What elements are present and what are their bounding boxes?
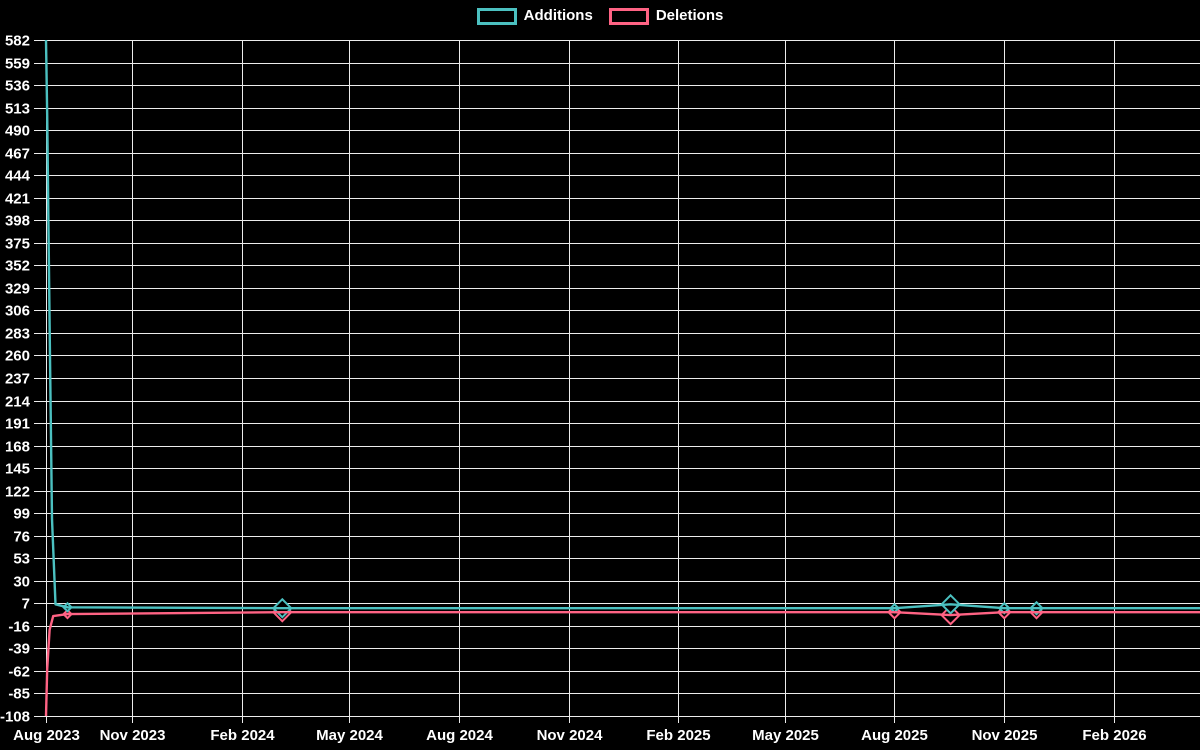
y-tick-label: 122	[5, 484, 30, 501]
x-tick-label: Nov 2025	[972, 727, 1038, 744]
y-tick-label: 398	[5, 213, 30, 230]
y-tick-label: 352	[5, 258, 30, 275]
gridlines	[34, 40, 1200, 723]
chart-legend: Additions Deletions	[0, 7, 1200, 25]
y-tick-label: 513	[5, 101, 30, 118]
y-tick-label: 306	[5, 303, 30, 320]
y-tick-label: 53	[13, 551, 30, 568]
y-tick-label: 536	[5, 78, 30, 95]
y-tick-label: 7	[22, 596, 30, 613]
axis-labels: 582 559 536 513 490 467 444 421 398 375 352 329 306 2…	[0, 33, 1147, 745]
y-tick-label: -108	[0, 709, 30, 726]
legend-item-additions[interactable]: Additions	[476, 7, 593, 25]
x-tick-label: Aug 2023	[13, 727, 80, 744]
y-tick-label: 145	[5, 461, 30, 478]
y-tick-label: 237	[5, 371, 30, 388]
y-tick-label: 30	[13, 574, 30, 591]
legend-swatch-deletions	[608, 7, 649, 25]
y-tick-label: 490	[5, 123, 30, 140]
y-tick-label: 444	[5, 168, 31, 185]
y-tick-label: 283	[5, 326, 30, 343]
x-tick-label: Aug 2024	[426, 727, 493, 744]
additions-line	[44, 39, 1200, 610]
y-tick-label: 375	[5, 236, 30, 253]
y-tick-label: -85	[8, 686, 30, 703]
y-tick-label: -62	[8, 664, 30, 681]
legend-item-deletions[interactable]: Deletions	[608, 7, 724, 25]
x-tick-label: Nov 2023	[100, 727, 166, 744]
point-markers	[62, 593, 1044, 626]
deletions-line	[44, 611, 1200, 717]
x-tick-label: Feb 2026	[1082, 727, 1146, 744]
x-tick-label: Feb 2025	[646, 727, 710, 744]
y-tick-label: 329	[5, 281, 30, 298]
y-tick-label: 559	[5, 56, 30, 73]
y-tick-label: 260	[5, 348, 30, 365]
y-tick-label: -39	[8, 641, 30, 658]
legend-swatch-additions	[476, 7, 517, 25]
legend-label: Additions	[523, 7, 593, 24]
y-tick-label: -16	[8, 619, 30, 636]
x-tick-label: Nov 2024	[537, 727, 604, 744]
y-tick-label: 99	[13, 506, 30, 523]
y-tick-label: 421	[5, 191, 30, 208]
y-tick-label: 191	[5, 416, 30, 433]
y-tick-label: 168	[5, 439, 30, 456]
y-tick-label: 76	[13, 529, 30, 546]
legend-label: Deletions	[655, 7, 724, 24]
y-tick-label: 582	[5, 33, 30, 50]
x-tick-label: Feb 2024	[210, 727, 275, 744]
x-tick-label: May 2024	[316, 727, 383, 744]
x-tick-label: Aug 2025	[861, 727, 928, 744]
y-tick-label: 467	[5, 146, 30, 163]
series-lines	[44, 39, 1200, 717]
x-tick-label: May 2025	[752, 727, 819, 744]
y-tick-label: 214	[5, 394, 31, 411]
